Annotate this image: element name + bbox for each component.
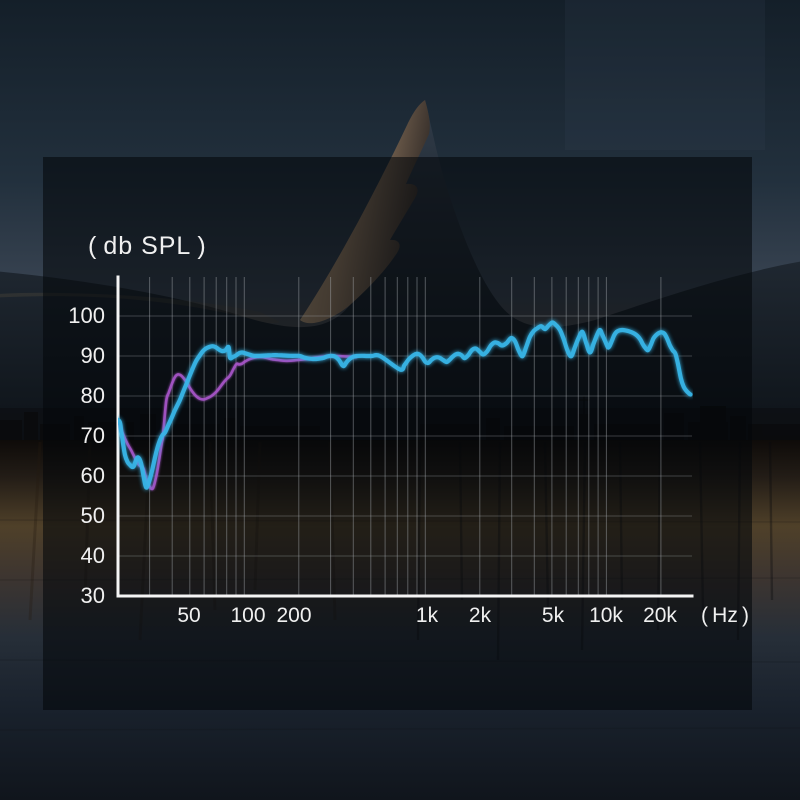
svg-text:40: 40 bbox=[81, 543, 105, 568]
svg-text:( Hz ): ( Hz ) bbox=[701, 604, 749, 627]
svg-text:60: 60 bbox=[81, 463, 105, 488]
svg-text:5k: 5k bbox=[542, 604, 565, 627]
svg-text:20k: 20k bbox=[643, 604, 677, 627]
svg-text:50: 50 bbox=[81, 503, 105, 528]
svg-text:10k: 10k bbox=[589, 604, 623, 627]
svg-text:80: 80 bbox=[81, 383, 105, 408]
svg-text:100: 100 bbox=[68, 303, 105, 328]
svg-text:50: 50 bbox=[177, 604, 200, 627]
svg-text:2k: 2k bbox=[469, 604, 492, 627]
svg-text:90: 90 bbox=[81, 343, 105, 368]
svg-text:70: 70 bbox=[81, 423, 105, 448]
svg-text:( db SPL ): ( db SPL ) bbox=[88, 232, 207, 260]
svg-text:200: 200 bbox=[276, 604, 311, 627]
svg-text:100: 100 bbox=[230, 604, 265, 627]
svg-text:1k: 1k bbox=[416, 604, 439, 627]
svg-text:30: 30 bbox=[81, 583, 105, 608]
